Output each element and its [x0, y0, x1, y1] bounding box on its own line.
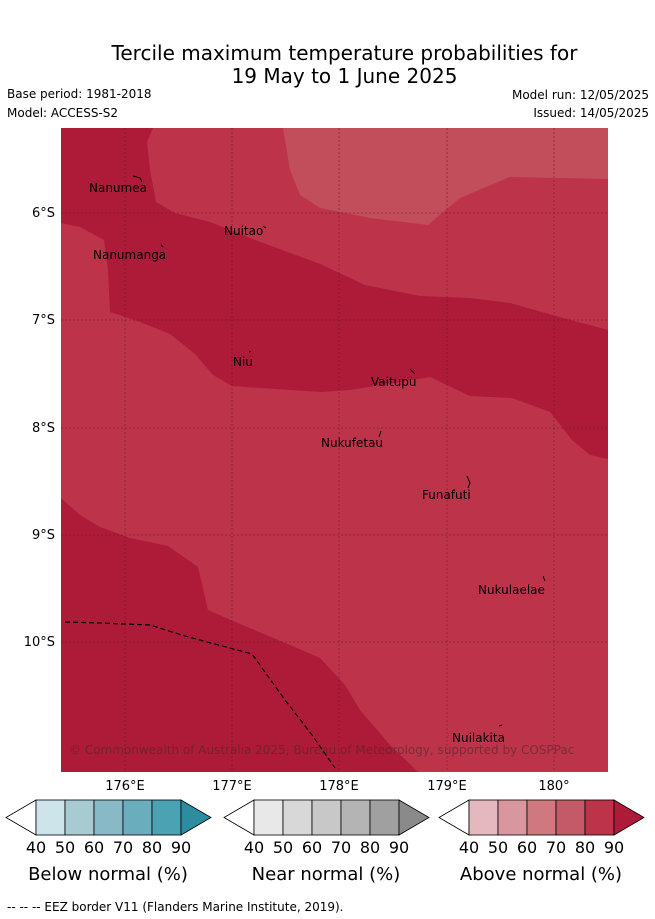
above-tick-90: 90: [603, 838, 625, 857]
above-tick-80: 80: [574, 838, 596, 857]
colorbars: [5, 799, 645, 836]
island-label-nukufetau: Nukufetau: [321, 436, 384, 450]
below-colorbar-upper-extension: [180, 799, 212, 836]
island-label-nuilakita: Nuilakita: [452, 731, 505, 745]
near-colorbar-segment: [340, 799, 371, 836]
above-colorbar-segment: [584, 799, 615, 836]
below-tick-40: 40: [25, 838, 47, 857]
island-label-nanumanga: Nanumanga: [93, 248, 167, 262]
y-axis-label-9s: 9°S: [31, 528, 55, 543]
below-colorbar-segment: [93, 799, 124, 836]
base-period-label: Base period: 1981-2018: [7, 87, 152, 101]
above-colorbar-segment: [555, 799, 586, 836]
below-tick-80: 80: [141, 838, 163, 857]
niu-island-shape: [248, 350, 252, 353]
below-tick-70: 70: [112, 838, 134, 857]
graticule: [61, 128, 608, 772]
below-normal-legend-title: Below normal (%): [28, 864, 188, 885]
copyright-notice: © Commonwealth of Australia 2025, Bureau…: [69, 743, 575, 757]
nanumanga-island-shape: [160, 244, 164, 248]
light-region-north: [283, 128, 608, 225]
island-label-nanumea: Nanumea: [89, 181, 147, 195]
above-colorbar-segment: [468, 799, 499, 836]
near-tick-90: 90: [388, 838, 410, 857]
near-tick-80: 80: [359, 838, 381, 857]
below-colorbar-lower-extension: [5, 799, 37, 836]
near-normal-legend-title: Near normal (%): [251, 864, 401, 885]
near-colorbar-segment: [369, 799, 400, 836]
map-title-line-2: 19 May to 1 June 2025: [231, 64, 458, 88]
y-axis-label-7s: 7°S: [31, 313, 55, 328]
island-label-funafuti: Funafuti: [422, 488, 471, 502]
nukufetau-island-shape: [378, 430, 382, 438]
model-run-label: Model run: 12/05/2025: [511, 88, 649, 102]
model-label: Model: ACCESS-S2: [7, 106, 119, 120]
y-axis-label-6s: 6°S: [31, 206, 55, 221]
nanumea-island-shape: [132, 175, 143, 183]
above-colorbar-upper-extension: [613, 799, 645, 836]
nukulaelae-island-shape: [542, 575, 546, 582]
near-tick-60: 60: [301, 838, 323, 857]
near-tick-40: 40: [243, 838, 265, 857]
y-axis-label-10s: 10°S: [23, 635, 55, 650]
x-axis-label-176e: 176°E: [105, 779, 145, 794]
nuilakita-island-shape: [498, 724, 503, 727]
x-axis-label-179e: 179°E: [427, 779, 467, 794]
below-tick-50: 50: [54, 838, 76, 857]
island-label-niu: Niu: [233, 355, 253, 369]
issued-label: Issued: 14/05/2025: [533, 106, 649, 120]
above-colorbar-segment: [497, 799, 528, 836]
x-axis-label-178e: 178°E: [319, 779, 359, 794]
below-colorbar-segment: [122, 799, 153, 836]
nuitao-island-shape: [262, 225, 267, 229]
above-tick-40: 40: [458, 838, 480, 857]
y-axis-label-8s: 8°S: [31, 421, 55, 436]
below-colorbar-segment: [64, 799, 95, 836]
near-colorbar-upper-extension: [398, 799, 430, 836]
near-colorbar-segment: [311, 799, 342, 836]
near-colorbar-segment: [253, 799, 284, 836]
below-tick-60: 60: [83, 838, 105, 857]
above-colorbar-lower-extension: [438, 799, 470, 836]
map-title-line-1: Tercile maximum temperature probabilitie…: [111, 41, 578, 65]
dark-band-north: [61, 128, 608, 459]
dark-region-southwest: [61, 498, 418, 772]
below-colorbar-segment: [151, 799, 182, 836]
x-axis-label-177e: 177°E: [212, 779, 252, 794]
island-label-nukulaelae: Nukulaelae: [478, 583, 545, 597]
below-tick-90: 90: [170, 838, 192, 857]
near-tick-70: 70: [330, 838, 352, 857]
eez-footnote: -- -- -- EEZ border V11 (Flanders Marine…: [7, 900, 344, 914]
above-tick-70: 70: [545, 838, 567, 857]
above-normal-legend-title: Above normal (%): [459, 864, 623, 885]
above-tick-60: 60: [516, 838, 538, 857]
near-colorbar-segment: [282, 799, 313, 836]
vaitupu-island-shape: [409, 368, 416, 375]
above-colorbar-segment: [526, 799, 557, 836]
below-colorbar-segment: [35, 799, 66, 836]
island-label-nuitao: Nuitao: [224, 224, 264, 238]
x-axis-label-180: 180°: [538, 779, 570, 794]
near-colorbar-lower-extension: [223, 799, 255, 836]
island-shapes: [132, 175, 546, 727]
eez-border-line: [64, 621, 336, 769]
above-tick-50: 50: [487, 838, 509, 857]
near-tick-50: 50: [272, 838, 294, 857]
island-label-vaitupu: Vaitupu: [371, 375, 417, 389]
funafuti-island-shape: [466, 475, 471, 489]
